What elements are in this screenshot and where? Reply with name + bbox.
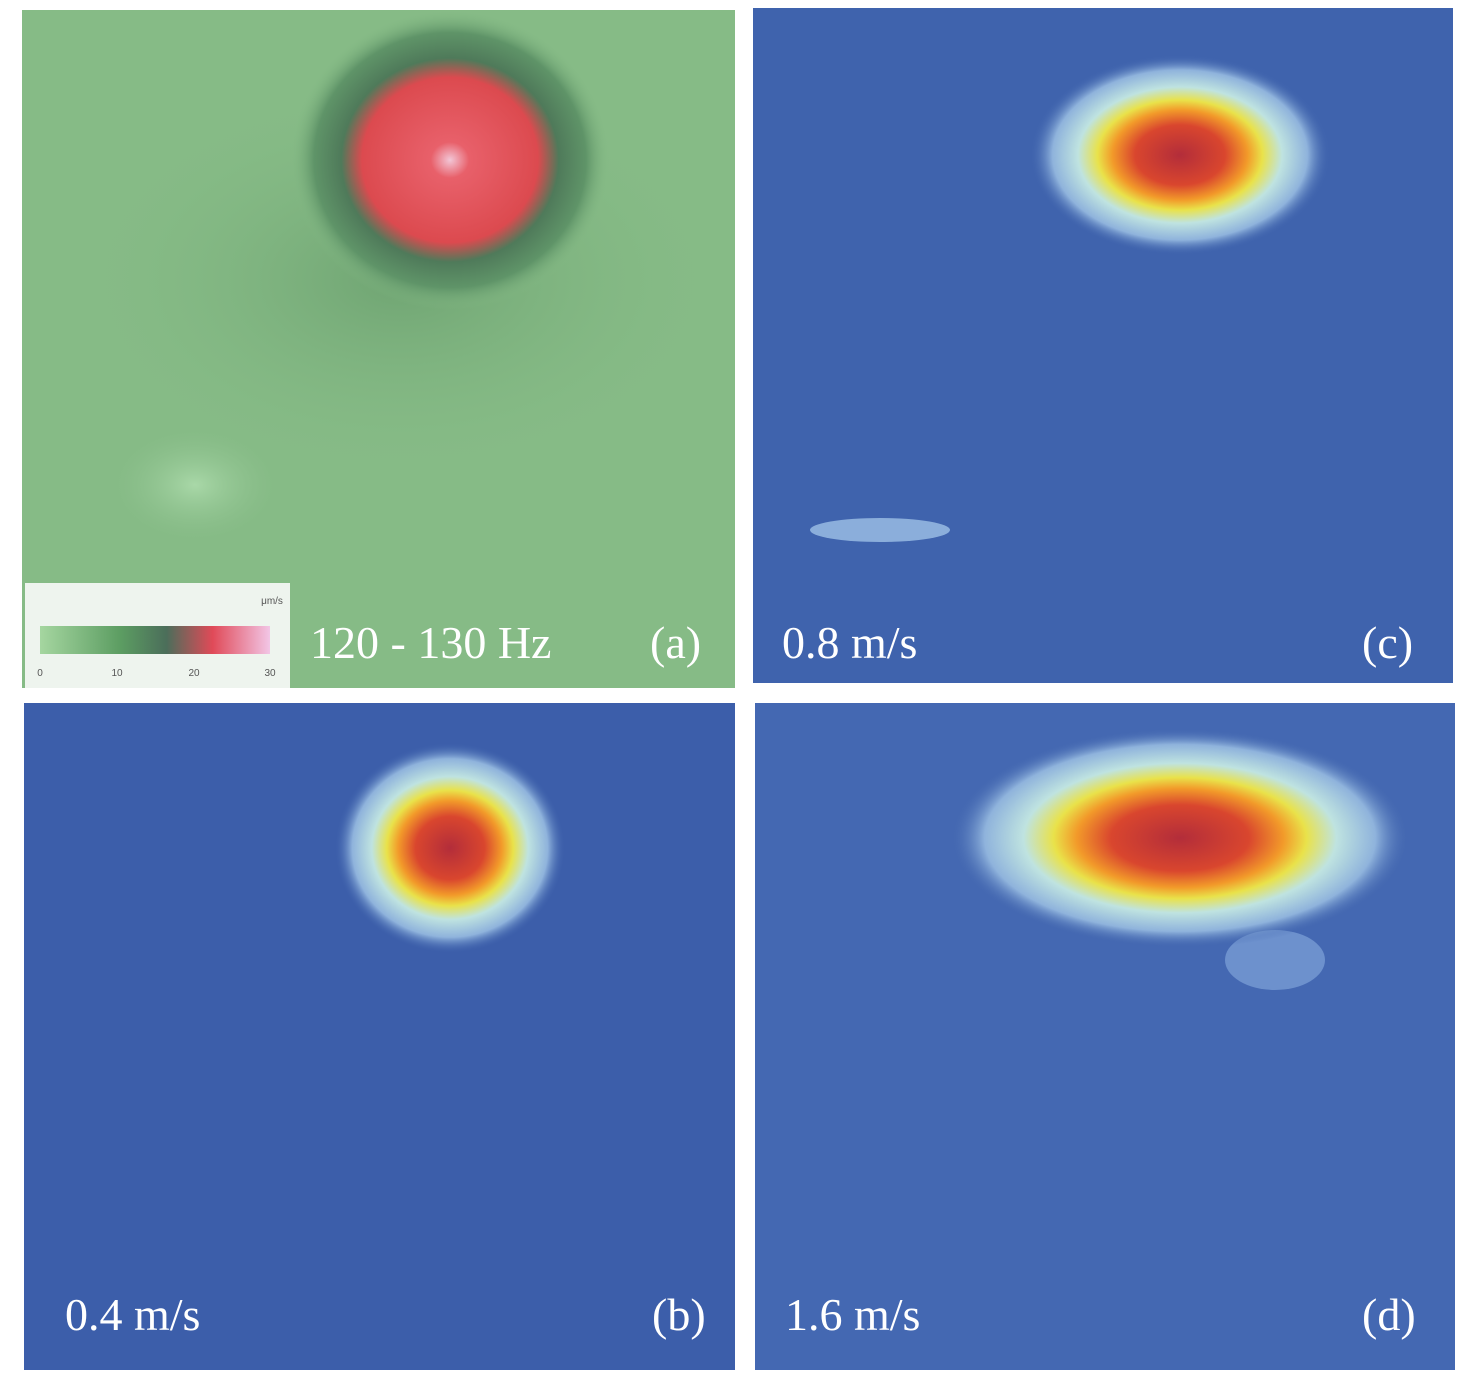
panel-label: (d) [1362,1289,1416,1340]
colorbar-tick: 30 [264,668,276,679]
panel-d: 1.6 m/s (d) [755,703,1455,1370]
caption: 120 - 130 Hz [310,617,551,668]
panel-c: 0.8 m/s (c) [753,8,1453,683]
panel-b: 0.4 m/s (b) [24,703,735,1370]
colorbar-tick: 10 [111,668,123,679]
caption: 0.8 m/s [782,617,917,668]
hotspot [950,728,1410,948]
heatmap-shade [810,518,950,542]
colorbar [40,626,270,654]
heatmap-shade [115,430,275,540]
caption: 0.4 m/s [65,1289,200,1340]
colorbar-tick: 0 [37,668,43,679]
heatmap-shade [1225,930,1325,990]
panel-label: (a) [650,617,701,668]
hotspot [335,743,565,953]
colorbar-tick: 20 [188,668,200,679]
colorbar-unit: μm/s [261,596,283,607]
panel-label: (c) [1362,617,1413,668]
hotspot [1030,55,1330,255]
panel-a: μm/s 0 10 20 30 120 - 130 Hz (a) [22,10,735,688]
hotspot [290,10,610,310]
caption: 1.6 m/s [785,1289,920,1340]
panel-label: (b) [652,1289,706,1340]
